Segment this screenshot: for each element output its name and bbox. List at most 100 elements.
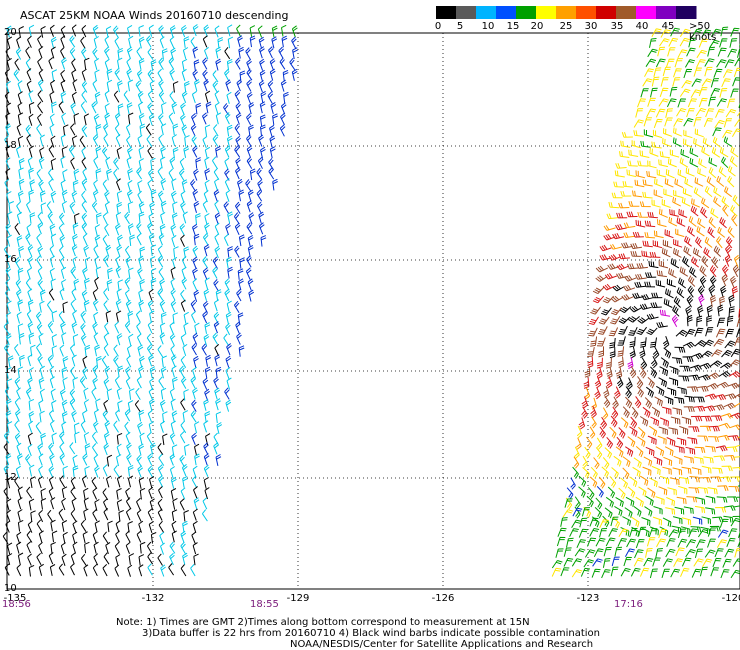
- wind-barb: [233, 212, 240, 225]
- wind-barb: [59, 288, 65, 301]
- wind-barb: [632, 190, 643, 198]
- wind-barb: [115, 310, 122, 323]
- wind-barb: [592, 286, 605, 295]
- wind-barb: [192, 223, 198, 237]
- wind-barb: [180, 541, 186, 554]
- wind-barb: [28, 102, 35, 114]
- wind-barb: [673, 68, 682, 78]
- wind-barb: [37, 35, 43, 48]
- wind-barb: [675, 228, 685, 238]
- wind-barb: [704, 549, 716, 558]
- wind-barb: [605, 537, 616, 547]
- wind-barb: [116, 443, 122, 456]
- wind-barb: [182, 47, 189, 60]
- wind-barb: [688, 426, 700, 433]
- wind-barb: [698, 97, 708, 108]
- wind-barb: [665, 548, 676, 558]
- wind-barb: [47, 355, 54, 368]
- wind-barb: [138, 36, 145, 49]
- wind-barb: [562, 509, 574, 518]
- wind-barb: [170, 47, 177, 60]
- wind-barb: [653, 506, 663, 515]
- wind-barb: [281, 35, 288, 48]
- wind-barb: [17, 80, 23, 93]
- wind-barb: [115, 409, 120, 422]
- wind-barb: [708, 96, 716, 107]
- wind-barb: [280, 79, 287, 92]
- wind-barb: [30, 476, 36, 488]
- wind-barb: [158, 475, 164, 488]
- wind-barb: [610, 316, 621, 325]
- wind-barb: [157, 508, 163, 521]
- wind-barb: [17, 486, 23, 499]
- wind-barb: [654, 178, 664, 188]
- wind-barb: [183, 389, 189, 401]
- wind-barb: [694, 505, 706, 514]
- wind-barb: [115, 211, 122, 224]
- wind-barb: [71, 58, 77, 71]
- color-key-swatch: [636, 6, 657, 19]
- wind-barb: [146, 134, 153, 147]
- wind-barb: [114, 36, 120, 50]
- wind-barb: [596, 366, 603, 380]
- wind-barb: [674, 346, 686, 353]
- wind-barb: [637, 98, 646, 108]
- wind-barb: [657, 435, 667, 445]
- wind-barb: [204, 124, 211, 137]
- wind-barb: [609, 426, 617, 439]
- wind-barb: [633, 457, 642, 469]
- wind-barb: [5, 223, 12, 236]
- wind-barb: [14, 476, 20, 489]
- wind-barb: [15, 465, 21, 478]
- wind-barb: [736, 317, 740, 328]
- wind-barb: [16, 531, 22, 544]
- wind-barb: [696, 49, 707, 59]
- wind-barb: [105, 244, 112, 257]
- wind-barb: [148, 113, 155, 126]
- wind-barb: [83, 399, 89, 412]
- wind-barb: [667, 387, 677, 396]
- wind-barb: [727, 165, 736, 177]
- wind-barb: [723, 515, 734, 523]
- wind-barb: [193, 355, 199, 368]
- wind-barb: [280, 112, 286, 126]
- color-key-tick-label: 5: [456, 21, 464, 32]
- wind-barb: [586, 495, 594, 508]
- wind-barb: [668, 377, 679, 386]
- wind-barb: [169, 453, 176, 466]
- wind-barb: [84, 443, 91, 455]
- wind-barb: [60, 179, 66, 192]
- wind-barb: [18, 26, 24, 38]
- wind-barb: [71, 288, 77, 301]
- wind-barb: [30, 510, 36, 522]
- wind-barb: [138, 112, 145, 126]
- wind-barb: [135, 80, 142, 93]
- wind-barb: [169, 36, 175, 49]
- wind-barb: [731, 214, 738, 227]
- wind-barb: [611, 556, 620, 567]
- wind-barb: [663, 347, 672, 359]
- wind-barb: [202, 300, 209, 314]
- wind-barb: [116, 454, 122, 467]
- wind-barb: [96, 355, 102, 368]
- wind-barb: [621, 294, 634, 301]
- wind-barb: [709, 525, 721, 532]
- wind-barb: [663, 456, 673, 466]
- wind-barb: [102, 234, 109, 248]
- wind-barb: [609, 243, 622, 250]
- wind-barb: [595, 497, 603, 510]
- wind-barb: [715, 109, 725, 118]
- wind-barb: [103, 255, 109, 268]
- wind-barb: [26, 80, 32, 93]
- wind-barb: [81, 222, 88, 235]
- wind-barb: [37, 443, 44, 456]
- grid: [7, 33, 740, 589]
- wind-barb: [634, 549, 644, 559]
- wind-barb: [172, 256, 178, 269]
- wind-barb: [17, 112, 24, 125]
- wind-barb: [103, 134, 109, 147]
- wind-barb: [63, 124, 69, 136]
- wind-barb: [74, 431, 80, 444]
- wind-barb: [104, 420, 111, 433]
- wind-barb: [622, 181, 633, 188]
